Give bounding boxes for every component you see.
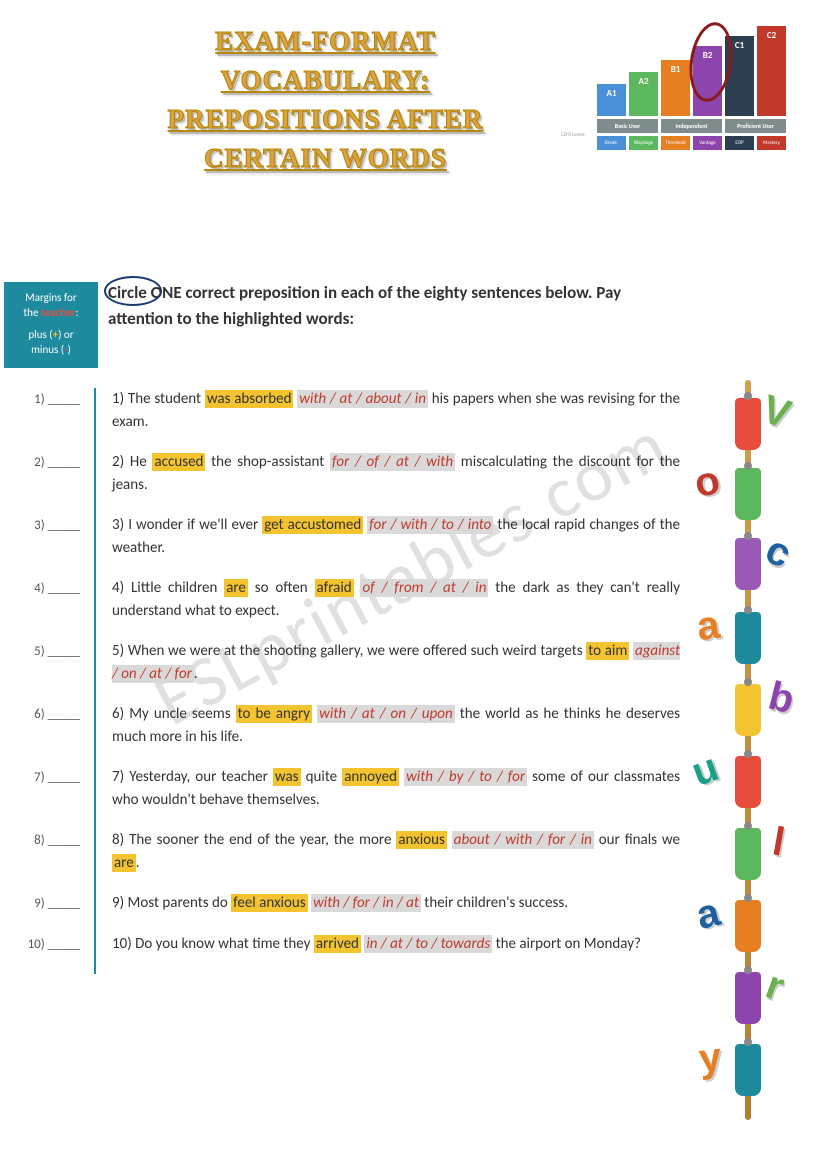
cefr-label-a1: A1 [597,88,626,99]
question-4: 4) Little children are so often afraid o… [112,577,680,622]
vocab-letter-c: c [759,527,798,577]
vocab-letter-l: l [769,819,788,865]
margin-column: 1) _____2) _____3) _____4) _____5) _____… [0,388,96,974]
question-10: 10) Do you know what time they arrived i… [112,933,680,956]
margin-blank-3[interactable]: 3) _____ [0,514,86,577]
clothespin-icon [735,398,761,450]
questions-column: 1) The student was absorbed with / at / … [96,388,680,974]
margin-blank-7[interactable]: 7) _____ [0,766,86,829]
cefr-bar-b1: B1 [661,60,690,116]
cefr-group-prof: Proficient User [725,119,786,133]
title-line-4: CERTAIN WORDS [70,139,581,178]
cefr-sub-5: EOP [725,136,754,150]
margins-teacher-word: teacher [41,306,76,319]
cefr-sub-6: Mastery [757,136,786,150]
vocab-letter-V: V [757,387,796,438]
cefr-sub-4: Vantage [693,136,722,150]
cefr-bar-c2: C2 [757,26,786,116]
cefr-group-indep: Independent [661,119,722,133]
clothespin-icon [735,468,761,520]
margin-blank-4[interactable]: 4) _____ [0,577,86,640]
question-8: 8) The sooner the end of the year, the m… [112,829,680,874]
title-line-2: VOCABULARY: [70,61,581,100]
cefr-caption: CEFR Levels [561,132,585,138]
margin-blank-1[interactable]: 1) _____ [0,388,86,451]
question-1: 1) The student was absorbed with / at / … [112,388,680,433]
question-2: 2) He accused the shop-assistant for / o… [112,451,680,496]
cefr-sub-2: Waystage [629,136,658,150]
vocab-letter-r: r [760,963,790,1011]
cefr-chart: A1 A2 B1 B2 C1 C2 Basic User Independent… [597,26,797,176]
margin-blank-2[interactable]: 2) _____ [0,451,86,514]
clothespin-icon [735,538,761,590]
vocab-letter-a: a [694,603,722,651]
margin-blank-8[interactable]: 8) _____ [0,829,86,892]
question-7: 7) Yesterday, our teacher was quite anno… [112,766,680,811]
cefr-label-a2: A2 [629,76,658,87]
margins-l4c: ) [68,343,71,356]
margins-l2c: : [76,306,79,319]
margins-l3a: plus ( [28,328,52,341]
vocab-letter-y: y [697,1035,724,1082]
margins-l1: Margins for [25,291,76,304]
vocabulary-decoration: Vocabulary [691,380,821,1120]
title-line-3: PREPOSITIONS AFTER [70,100,581,139]
cefr-group-basic: Basic User [597,119,658,133]
margins-l3c: ) or [58,328,73,341]
margins-l4a: minus ( [31,343,64,356]
circle-annotation-icon [104,276,162,306]
title-line-1: EXAM-FORMAT [70,22,581,61]
margin-blank-5[interactable]: 5) _____ [0,640,86,703]
margins-l2a: the [24,306,41,319]
margin-blank-10[interactable]: 10) _____ [0,933,86,974]
clothespin-icon [735,756,761,808]
cefr-sub-1: Break-through [597,136,626,150]
cefr-bar-a2: A2 [629,72,658,116]
clothespin-icon [735,612,761,664]
question-3: 3) I wonder if we'll ever get accustomed… [112,514,680,559]
cefr-sub-3: Threshold [661,136,690,150]
margins-teacher-box: Margins for the teacher: plus (+) or min… [4,282,98,368]
clothespin-icon [735,684,761,736]
question-6: 6) My uncle seems to be angry with / at … [112,703,680,748]
vocab-letter-a: a [692,890,724,939]
margin-blank-6[interactable]: 6) _____ [0,703,86,766]
clothespin-icon [735,972,761,1024]
margin-blank-9[interactable]: 9) _____ [0,892,86,933]
clothespin-icon [735,1044,761,1096]
clothespin-icon [735,828,761,880]
cefr-bar-a1: A1 [597,84,626,116]
vocab-letter-u: u [686,745,724,796]
cefr-label-c2: C2 [757,30,786,41]
instructions-rest: ONE correct preposition in each of the e… [108,282,621,329]
question-9: 9) Most parents do feel anxious with / f… [112,892,680,915]
vocab-letter-b: b [764,674,799,724]
question-5: 5) When we were at the shooting gallery,… [112,640,680,685]
vocab-letter-o: o [691,458,724,507]
cefr-label-b1: B1 [661,64,690,75]
instructions: Circle ONE correct preposition in each o… [108,280,638,331]
clothespin-icon [735,900,761,952]
